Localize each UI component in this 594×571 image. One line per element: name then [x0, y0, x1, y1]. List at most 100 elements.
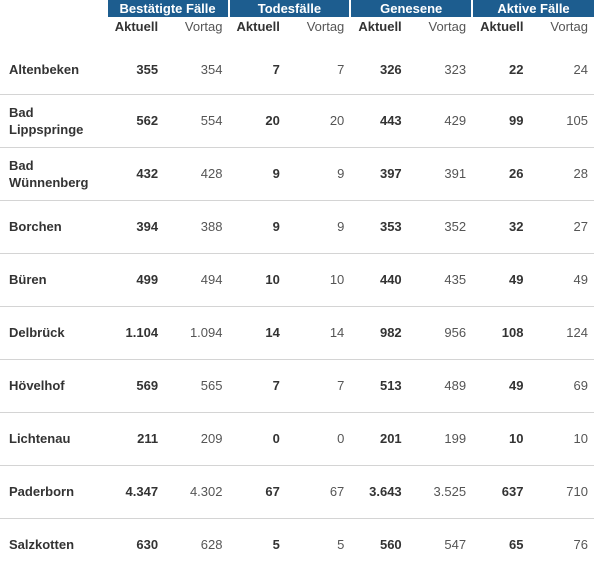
cell-deaths-previous: 7: [337, 378, 345, 393]
cell-recovered-previous: 391: [444, 166, 467, 181]
table-row: Lichtenau 211 209 0 0 201 199 10 10: [0, 412, 594, 465]
sub-header-current: Aktuell: [358, 19, 402, 34]
cell-confirmed-current: 211: [137, 431, 159, 446]
cell-recovered-previous: 547: [444, 537, 467, 553]
municipality-name: Lichtenau: [9, 431, 71, 446]
municipality-name: Paderborn: [9, 484, 75, 499]
cell-confirmed-current: 394: [136, 219, 159, 234]
table-row: Salzkotten 630 628 5 5 560 547 65 76: [0, 518, 594, 571]
cell-active-previous: 124: [566, 325, 588, 340]
cell-active-previous: 49: [573, 272, 588, 287]
cell-active-previous: 710: [566, 484, 588, 499]
cell-active-previous: 24: [573, 61, 588, 77]
sub-header-blank-cell: [0, 17, 107, 41]
cell-recovered-current: 397: [379, 166, 402, 181]
cell-recovered-previous: 199: [444, 431, 467, 446]
cell-active-previous: 27: [573, 219, 588, 234]
municipality-name: Bad Wünnenberg: [9, 157, 89, 190]
cell-deaths-previous: 0: [337, 431, 345, 446]
cell-deaths-previous: 9: [337, 219, 345, 234]
table-row: Altenbeken 355 354 7 7 326 323 22 24: [0, 41, 594, 94]
municipality-name: Büren: [9, 272, 47, 287]
sub-header-previous: Vortag: [184, 19, 223, 34]
cell-active-current: 108: [501, 325, 524, 340]
cell-recovered-current: 440: [379, 272, 402, 287]
table-row: Büren 499 494 10 10 440 435 49 49: [0, 253, 594, 306]
group-header-recovered: Genesene: [349, 0, 473, 17]
cell-confirmed-previous: 428: [200, 166, 223, 181]
municipality-name: Salzkotten: [9, 537, 75, 553]
cell-confirmed-previous: 354: [200, 61, 223, 77]
cell-active-current: 49: [509, 272, 524, 287]
municipality-name: Bad Lippspringe: [9, 104, 84, 137]
cell-deaths-current: 7: [272, 61, 280, 77]
cell-confirmed-previous: 1.094: [189, 325, 223, 340]
cell-confirmed-current: 562: [136, 113, 159, 128]
cell-deaths-current: 5: [272, 537, 280, 553]
cell-confirmed-current: 569: [136, 378, 159, 393]
cell-recovered-current: 513: [379, 378, 402, 393]
cell-deaths-previous: 20: [329, 113, 345, 128]
municipality-name: Delbrück: [9, 325, 65, 340]
cell-deaths-previous: 9: [337, 166, 345, 181]
cell-active-current: 637: [501, 484, 524, 499]
cell-active-current: 49: [509, 378, 524, 393]
cell-deaths-previous: 67: [329, 484, 345, 499]
cell-active-current: 32: [509, 219, 524, 234]
cell-recovered-current: 353: [379, 219, 402, 234]
table-row: Borchen 394 388 9 9 353 352 32 27: [0, 200, 594, 253]
table-row: Paderborn 4.347 4.302 67 67 3.643 3.525 637 710: [0, 465, 594, 518]
cell-active-current: 65: [509, 537, 524, 553]
cell-confirmed-current: 432: [136, 166, 159, 181]
table-row: Bad Wünnenberg 432 428 9 9 397 391 26 28: [0, 147, 594, 200]
cell-confirmed-previous: 209: [200, 431, 223, 446]
cell-confirmed-current: 4.347: [125, 484, 159, 499]
table-body: Altenbeken 355 354 7 7 326 323 22 24 Bad Lippspri…: [0, 41, 594, 571]
cell-confirmed-previous: 494: [200, 272, 223, 287]
table-row: Delbrück 1.104 1.094 14 14 982 956 108 124: [0, 306, 594, 359]
cell-active-previous: 10: [573, 431, 588, 446]
cell-confirmed-current: 1.104: [125, 325, 159, 340]
cell-deaths-current: 67: [265, 484, 280, 499]
cell-confirmed-current: 630: [136, 537, 159, 553]
cell-recovered-current: 201: [379, 431, 402, 446]
sub-header-row: Aktuell Vortag Aktuell Vortag Aktuell Vo…: [0, 17, 594, 41]
sub-header-previous: Vortag: [428, 19, 467, 34]
cell-recovered-previous: 956: [444, 325, 467, 340]
cell-recovered-previous: 429: [444, 113, 467, 128]
cell-recovered-previous: 323: [444, 61, 467, 77]
sub-header-previous: Vortag: [550, 19, 588, 34]
cell-deaths-previous: 5: [337, 537, 345, 553]
group-header-deaths: Todesfälle: [227, 0, 351, 17]
cell-recovered-current: 560: [379, 537, 402, 553]
cell-recovered-current: 326: [379, 61, 402, 77]
sub-header-current: Aktuell: [236, 19, 280, 34]
cell-active-previous: 28: [573, 166, 588, 181]
cell-deaths-current: 0: [272, 431, 280, 446]
cell-active-previous: 76: [573, 537, 588, 553]
cell-recovered-current: 3.643: [369, 484, 402, 499]
cell-confirmed-previous: 565: [200, 378, 223, 393]
municipality-name: Hövelhof: [9, 378, 65, 393]
cell-active-current: 22: [509, 61, 524, 77]
cell-confirmed-previous: 388: [200, 219, 223, 234]
cell-active-current: 10: [509, 431, 524, 446]
cell-deaths-current: 9: [272, 219, 280, 234]
sub-header-previous: Vortag: [306, 19, 345, 34]
municipality-name: Altenbeken: [9, 61, 80, 77]
cell-deaths-previous: 14: [329, 325, 345, 340]
cell-deaths-previous: 10: [329, 272, 345, 287]
cell-confirmed-previous: 4.302: [189, 484, 223, 499]
table-row: Bad Lippspringe 562 554 20 20 443 429 99 105: [0, 94, 594, 147]
cell-recovered-previous: 489: [444, 378, 467, 393]
cell-deaths-previous: 7: [337, 61, 345, 77]
cell-active-current: 26: [509, 166, 524, 181]
cell-recovered-current: 982: [379, 325, 402, 340]
cell-confirmed-current: 355: [136, 61, 159, 77]
group-header-active: Aktive Fälle: [471, 0, 594, 17]
cell-confirmed-previous: 628: [200, 537, 223, 553]
table-row: Hövelhof 569 565 7 7 513 489 49 69: [0, 359, 594, 412]
cell-active-current: 99: [509, 113, 524, 128]
